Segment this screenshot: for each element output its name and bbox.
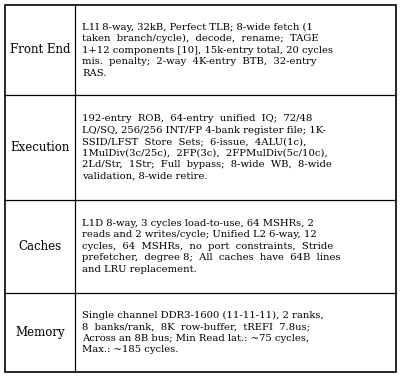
Text: 192-entry  ROB,  64-entry  unified  IQ;  72/48
LQ/SQ, 256/256 INT/FP 4-bank regi: 192-entry ROB, 64-entry unified IQ; 72/4…	[82, 114, 332, 180]
Text: Memory: Memory	[15, 326, 65, 339]
Text: Caches: Caches	[18, 240, 62, 253]
Text: L1I 8-way, 32kB, Perfect TLB; 8-wide fetch (1
taken  branch/cycle),  decode,  re: L1I 8-way, 32kB, Perfect TLB; 8-wide fet…	[82, 22, 333, 78]
Text: Execution: Execution	[10, 141, 70, 154]
Text: Front End: Front End	[10, 43, 70, 57]
Text: L1D 8-way, 3 cycles load-to-use, 64 MSHRs, 2
reads and 2 writes/cycle; Unified L: L1D 8-way, 3 cycles load-to-use, 64 MSHR…	[82, 219, 341, 274]
Text: Single channel DDR3-1600 (11-11-11), 2 ranks,
8  banks/rank,  8K  row-buffer,  t: Single channel DDR3-1600 (11-11-11), 2 r…	[82, 311, 324, 354]
